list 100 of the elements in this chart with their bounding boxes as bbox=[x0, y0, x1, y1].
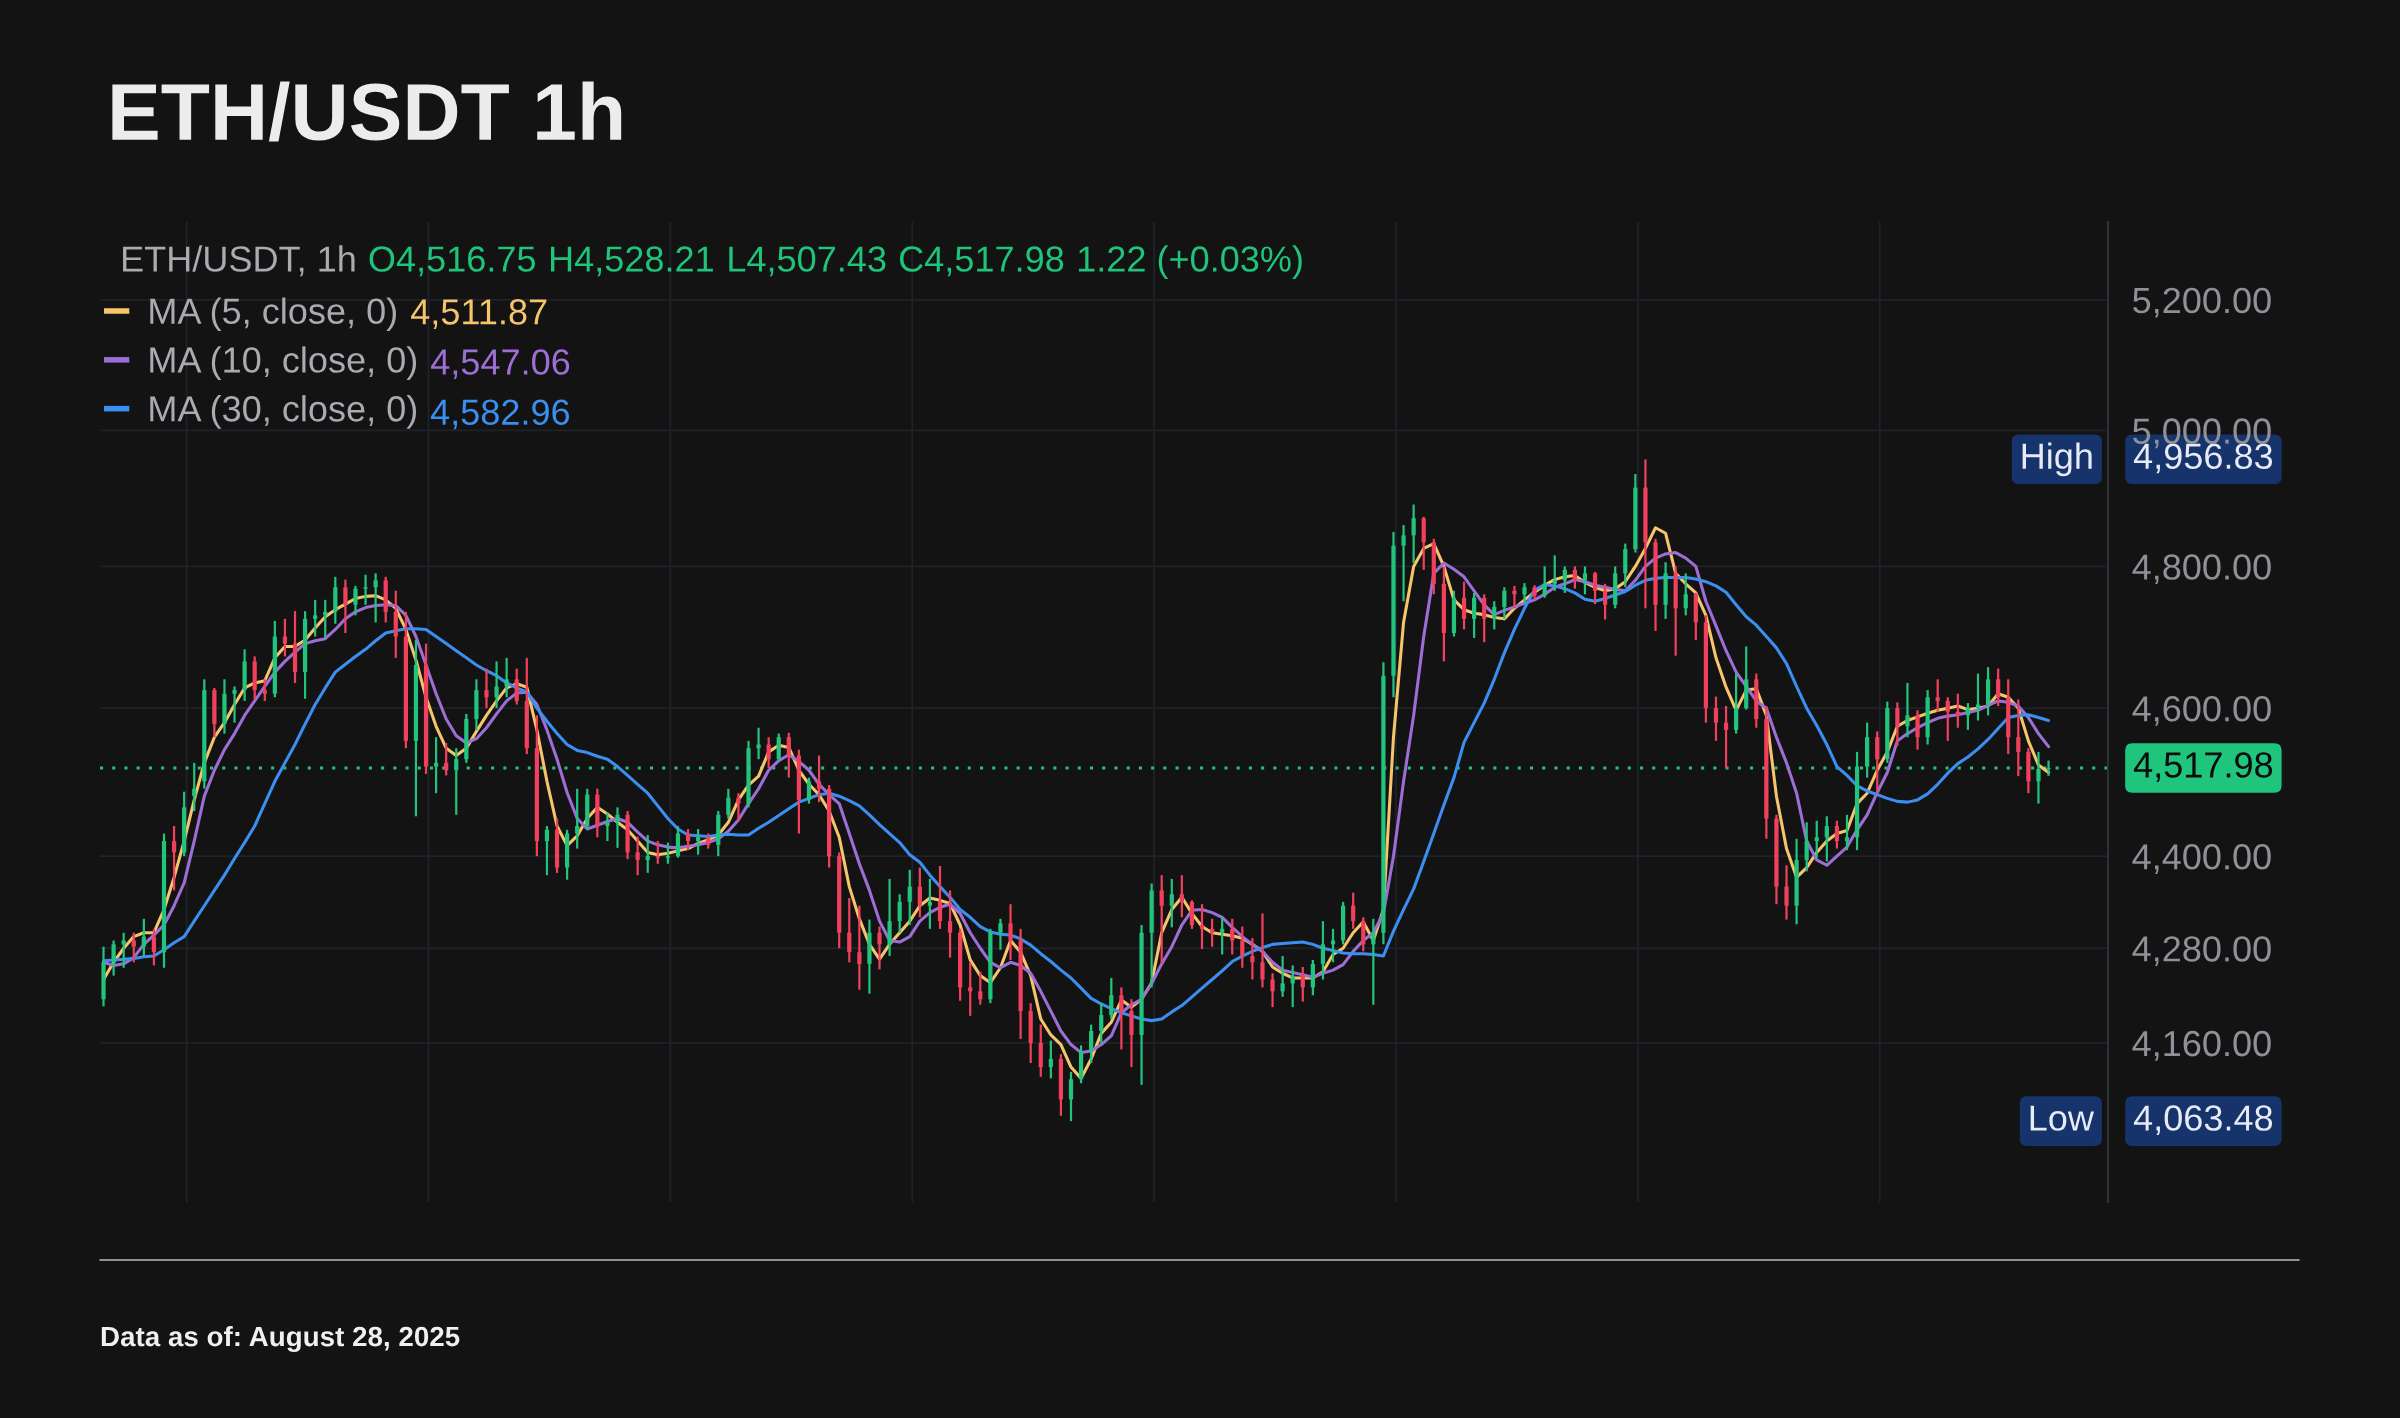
candlestick bbox=[907, 868, 912, 927]
legend-label: MA (5, close, 0) bbox=[150, 297, 396, 332]
candlestick bbox=[655, 839, 660, 865]
annotation: 4,511.87 bbox=[411, 299, 547, 329]
candlestick bbox=[1008, 903, 1013, 962]
y-tick-label: 5,200.00 bbox=[2133, 287, 2271, 318]
candlestick bbox=[1330, 927, 1336, 964]
ref-line-label: 4,517.98 bbox=[2133, 752, 2273, 783]
candlestick bbox=[1592, 570, 1598, 606]
annotation: ETH/USDT, 1h bbox=[123, 245, 355, 277]
candlestick bbox=[877, 925, 882, 971]
candlestick bbox=[484, 667, 489, 710]
candlestick bbox=[171, 824, 177, 892]
annotation: L4,507.43 bbox=[729, 246, 886, 277]
candlestick bbox=[1542, 565, 1547, 599]
candlestick bbox=[111, 939, 116, 977]
candlestick bbox=[1129, 998, 1134, 1069]
candlestick bbox=[1048, 1039, 1053, 1080]
y-tick-label: 4,800.00 bbox=[2132, 554, 2271, 585]
candlestick bbox=[1562, 565, 1567, 594]
candlestick bbox=[1915, 709, 1920, 751]
candlestick bbox=[1784, 864, 1789, 921]
candlestick bbox=[1220, 916, 1225, 956]
candlestick bbox=[1068, 1070, 1074, 1123]
candlestick bbox=[1411, 503, 1416, 565]
candlestick bbox=[575, 787, 580, 850]
candlestick bbox=[1834, 819, 1840, 850]
y-tick-label: 4,600.00 bbox=[2132, 696, 2271, 726]
candlestick bbox=[1230, 917, 1235, 956]
candlestick bbox=[2016, 698, 2021, 778]
candlestick bbox=[1189, 899, 1195, 930]
candlestick bbox=[1895, 701, 1900, 748]
candlestick bbox=[1905, 681, 1910, 739]
annotation: Low bbox=[2030, 1105, 2095, 1131]
candlestick bbox=[363, 573, 368, 606]
y-tick-label: 4,400.00 bbox=[2132, 844, 2271, 874]
candlestick bbox=[645, 833, 650, 874]
candlestick bbox=[998, 917, 1003, 951]
candlestick bbox=[857, 904, 862, 991]
candlestick bbox=[665, 841, 670, 865]
y-tick-label: 4,160.00 bbox=[2132, 1030, 2271, 1061]
candlestick bbox=[1804, 821, 1809, 873]
candlestick bbox=[514, 667, 519, 706]
candlestick bbox=[1159, 874, 1164, 965]
candlestick bbox=[504, 656, 509, 699]
candlestick bbox=[1250, 937, 1255, 981]
candlestick bbox=[635, 835, 640, 877]
candlestick bbox=[1169, 877, 1174, 929]
candlestick bbox=[1603, 582, 1608, 621]
candlestick bbox=[1280, 954, 1285, 998]
candlestick bbox=[2036, 750, 2041, 805]
chart-title: ETH/USDT 1h bbox=[112, 81, 622, 142]
candlestick bbox=[1310, 958, 1315, 997]
candlestick bbox=[494, 660, 499, 710]
candlestick bbox=[756, 726, 761, 761]
annotation: H4,528.21 bbox=[551, 246, 713, 277]
candlestick bbox=[1351, 891, 1356, 930]
candlestick bbox=[736, 792, 741, 822]
candlestick bbox=[141, 917, 146, 958]
candlestick bbox=[1199, 903, 1205, 951]
candlestick bbox=[968, 961, 973, 1017]
candlestick bbox=[151, 927, 157, 967]
candlestick bbox=[262, 678, 267, 703]
candlestick bbox=[806, 776, 812, 805]
candlestick bbox=[937, 864, 943, 930]
candlestick bbox=[1401, 523, 1406, 603]
candlestick bbox=[1996, 667, 2001, 708]
candlestick bbox=[1875, 730, 1880, 795]
candlestick bbox=[1260, 912, 1265, 989]
candlestick bbox=[1089, 1023, 1094, 1065]
candlestick bbox=[1683, 572, 1688, 617]
candlestick bbox=[605, 811, 610, 843]
annotation: 4,547.06 bbox=[431, 349, 570, 380]
candlestick bbox=[343, 578, 348, 635]
candlestick bbox=[1572, 565, 1577, 590]
candlestick bbox=[1361, 916, 1366, 953]
candlestick bbox=[847, 896, 852, 964]
candlestick bbox=[1371, 917, 1376, 1006]
candlestick bbox=[615, 806, 620, 849]
candlestick bbox=[454, 747, 459, 816]
candlestick bbox=[766, 736, 771, 770]
candlestick bbox=[1965, 701, 1971, 732]
candlestick bbox=[1482, 593, 1487, 644]
candlestick bbox=[1522, 581, 1527, 604]
candlestick bbox=[121, 931, 126, 969]
candlestick bbox=[1935, 678, 1940, 713]
candlestick bbox=[927, 877, 933, 930]
annotation: C4,517.98 bbox=[899, 246, 1064, 277]
candlestick bbox=[816, 754, 822, 804]
candlestick bbox=[726, 787, 731, 820]
candlestick bbox=[1945, 696, 1950, 742]
candlestick bbox=[897, 893, 902, 934]
candlestick bbox=[1814, 819, 1819, 859]
candlestick bbox=[1844, 813, 1850, 852]
annotation: High bbox=[2022, 442, 2092, 477]
candlestick bbox=[544, 824, 550, 877]
legend-label: MA (10, close, 0) bbox=[150, 346, 417, 380]
candlestick bbox=[1502, 586, 1507, 620]
candlestick bbox=[1582, 565, 1588, 596]
candlestick bbox=[786, 731, 791, 779]
